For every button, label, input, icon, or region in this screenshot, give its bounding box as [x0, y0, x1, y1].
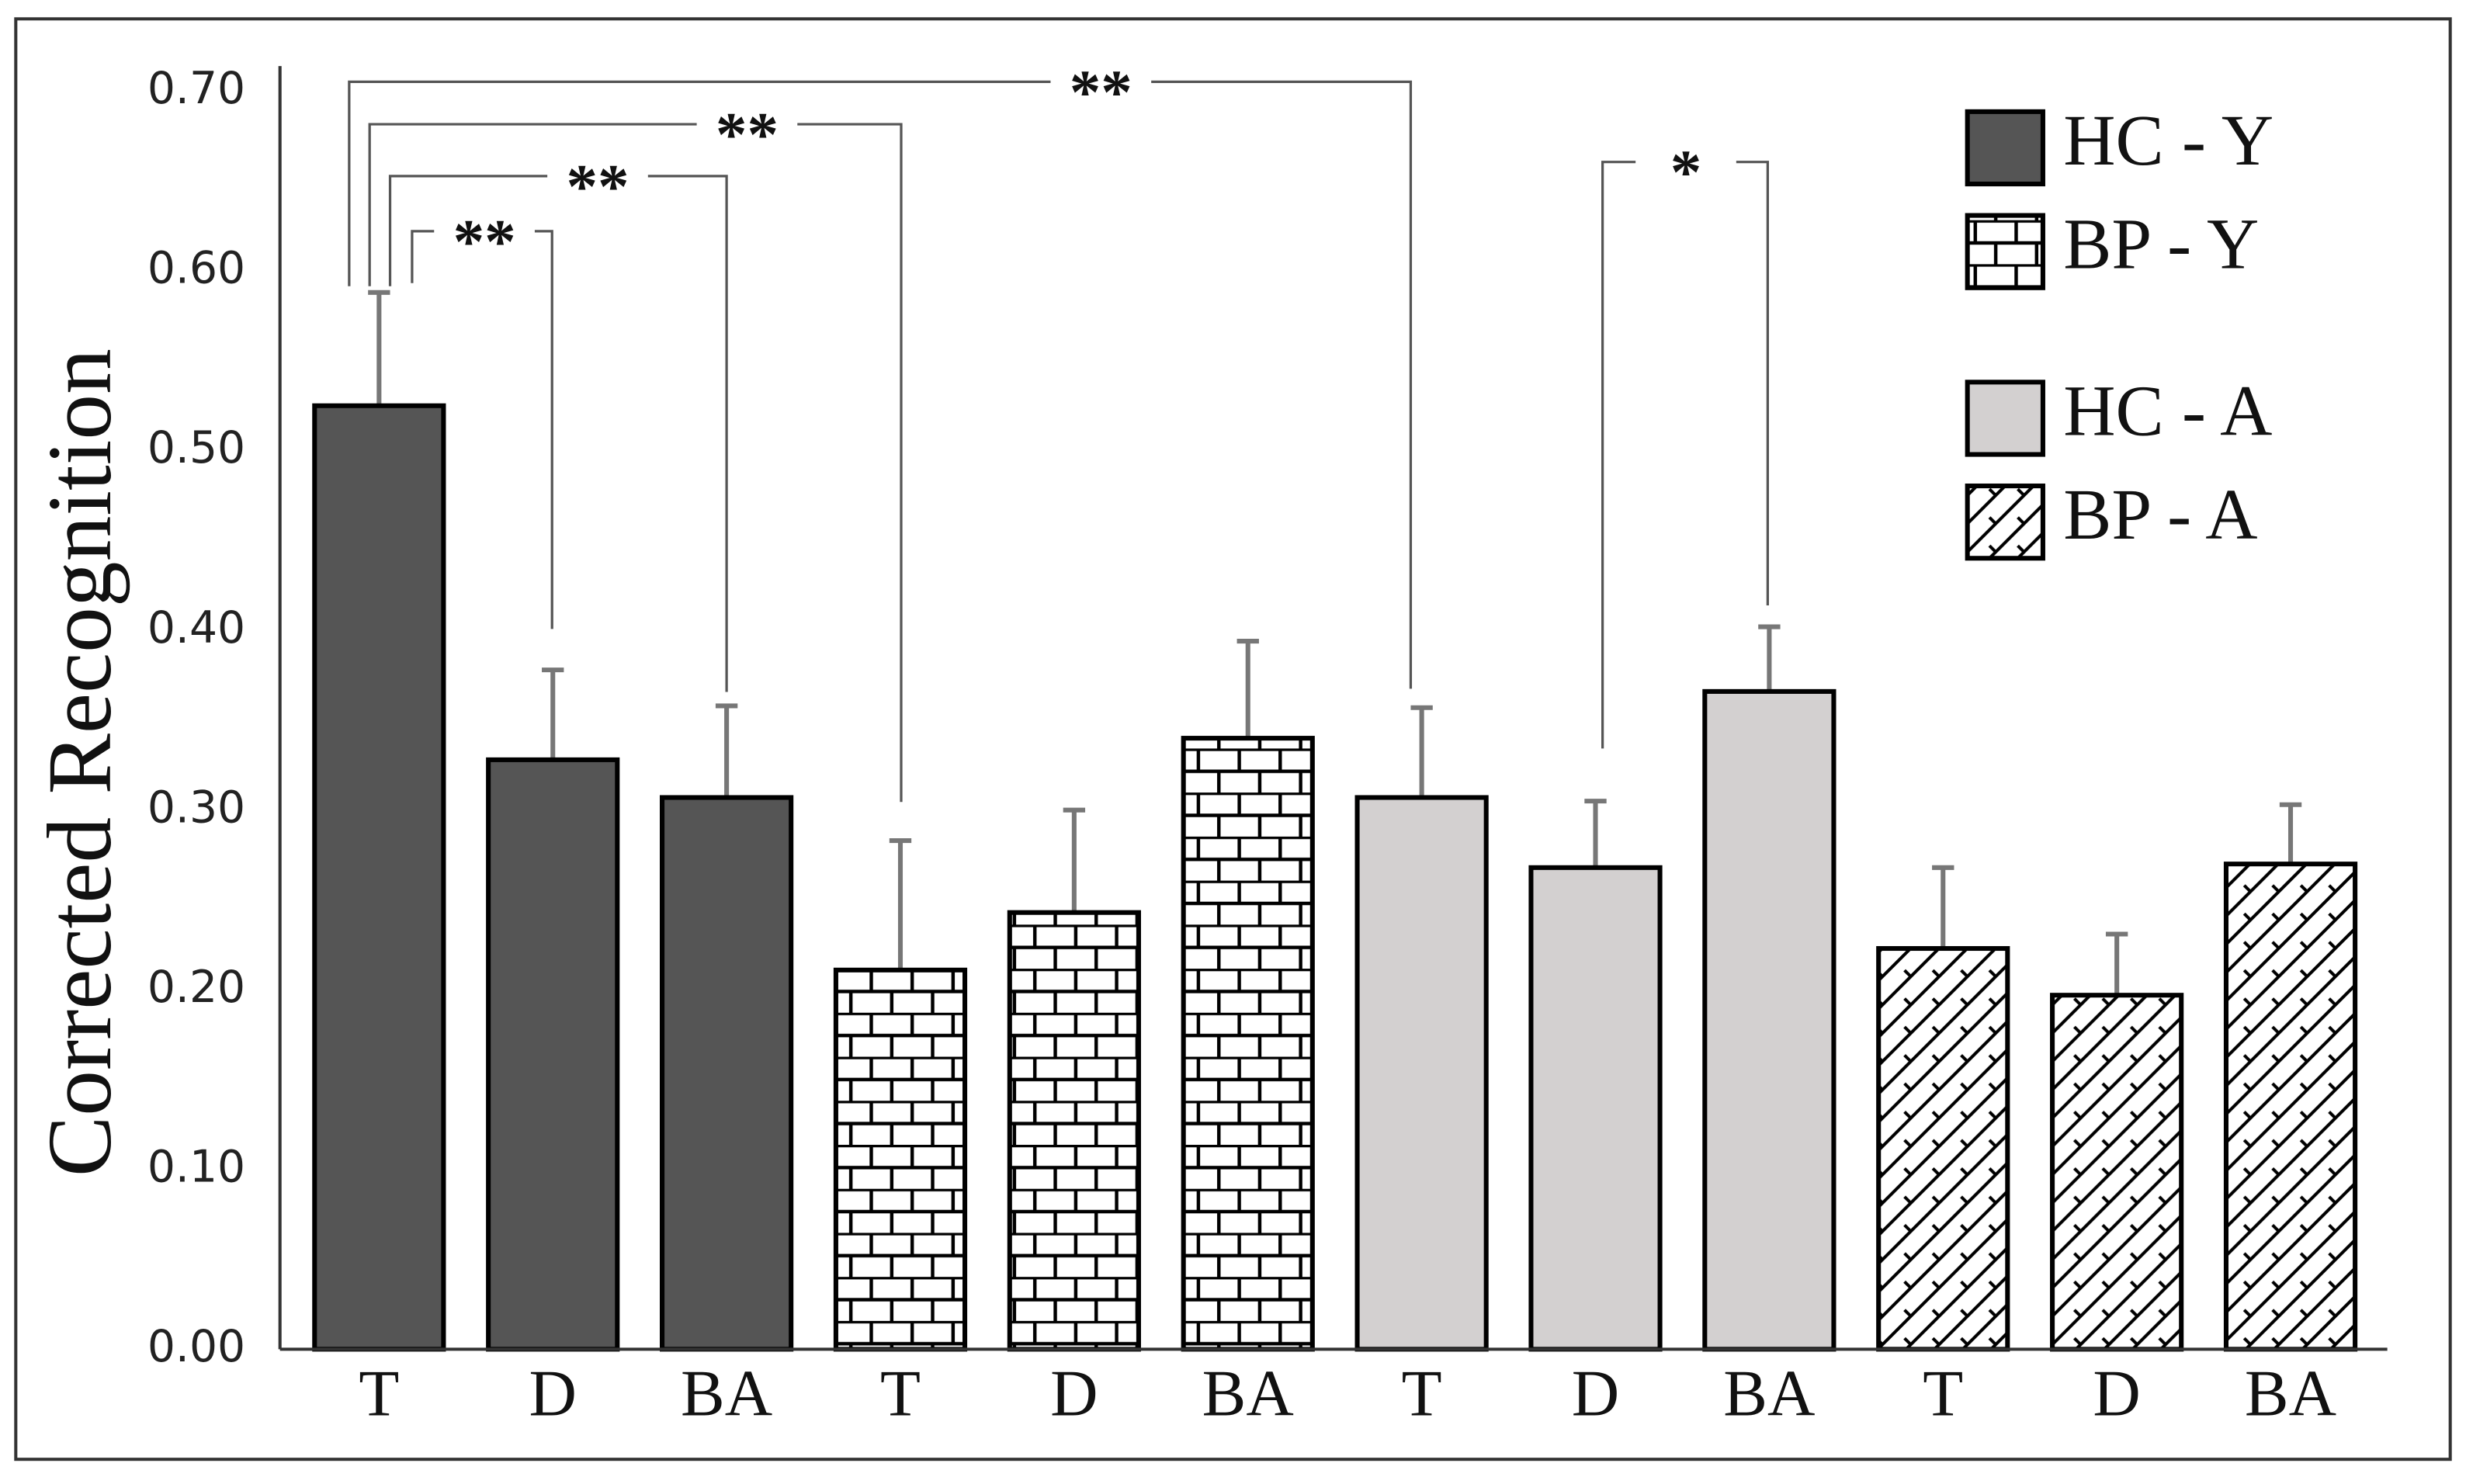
y-tick-label: 0.70 [147, 63, 245, 114]
annotation-bg [547, 157, 648, 196]
bar [1876, 945, 2010, 1352]
legend-swatch [1965, 213, 2045, 290]
bar [1354, 795, 1489, 1352]
bar [1181, 736, 1315, 1352]
y-tick-label: 0.60 [147, 243, 245, 294]
y-tick-label: 0.00 [147, 1321, 245, 1372]
annotation-bg [434, 212, 535, 251]
x-tick-label: BA [681, 1357, 772, 1430]
significance-bracket [348, 80, 1413, 689]
legend-swatch [1965, 484, 2045, 561]
x-tick-label: BA [1202, 1357, 1294, 1430]
annotation-bg [1050, 63, 1152, 101]
legend-label: BP - A [2063, 475, 2257, 555]
significance-bracket [1601, 161, 1769, 749]
y-tick-label: 0.50 [147, 422, 245, 473]
annotation: ** [566, 151, 629, 221]
x-tick-label: T [880, 1357, 921, 1430]
annotation: * [1670, 137, 1702, 207]
x-tick-label: BA [2245, 1357, 2336, 1430]
legend-label: HC - Y [2063, 101, 2274, 181]
y-axis-label: Corrected Recognition [29, 348, 130, 1177]
bar [1007, 910, 1141, 1352]
annotation: ** [453, 206, 516, 276]
legend-swatch [1965, 380, 2045, 457]
x-tick-label: T [1402, 1357, 1442, 1430]
x-tick-label: D [1572, 1357, 1619, 1430]
legend-label: BP - Y [2063, 205, 2259, 285]
legend-swatch [1965, 109, 2045, 187]
y-tick-label: 0.10 [147, 1141, 245, 1192]
x-tick-label: T [359, 1357, 399, 1430]
bar [312, 403, 446, 1352]
x-tick-label: D [1050, 1357, 1098, 1430]
annotation-bg [1635, 143, 1736, 181]
bar [486, 757, 620, 1352]
x-tick-label: D [529, 1357, 576, 1430]
bar [833, 967, 968, 1352]
bar [1702, 688, 1836, 1352]
bar [2223, 862, 2358, 1352]
x-tick-label: BA [1723, 1357, 1815, 1430]
annotation: ** [716, 100, 779, 170]
y-tick-label: 0.20 [147, 962, 245, 1013]
x-tick-label: T [1923, 1357, 1963, 1430]
y-tick-label: 0.30 [147, 782, 245, 833]
frame [14, 17, 2452, 1461]
y-tick-label: 0.40 [147, 602, 245, 654]
annotation: ** [1070, 57, 1132, 127]
significance-bracket [368, 123, 903, 803]
x-tick-label: D [2093, 1357, 2140, 1430]
bar [1528, 865, 1663, 1352]
annotation-bg [696, 105, 798, 144]
bar [2050, 993, 2184, 1352]
legend-label: HC - A [2063, 371, 2272, 451]
bar [659, 795, 794, 1352]
